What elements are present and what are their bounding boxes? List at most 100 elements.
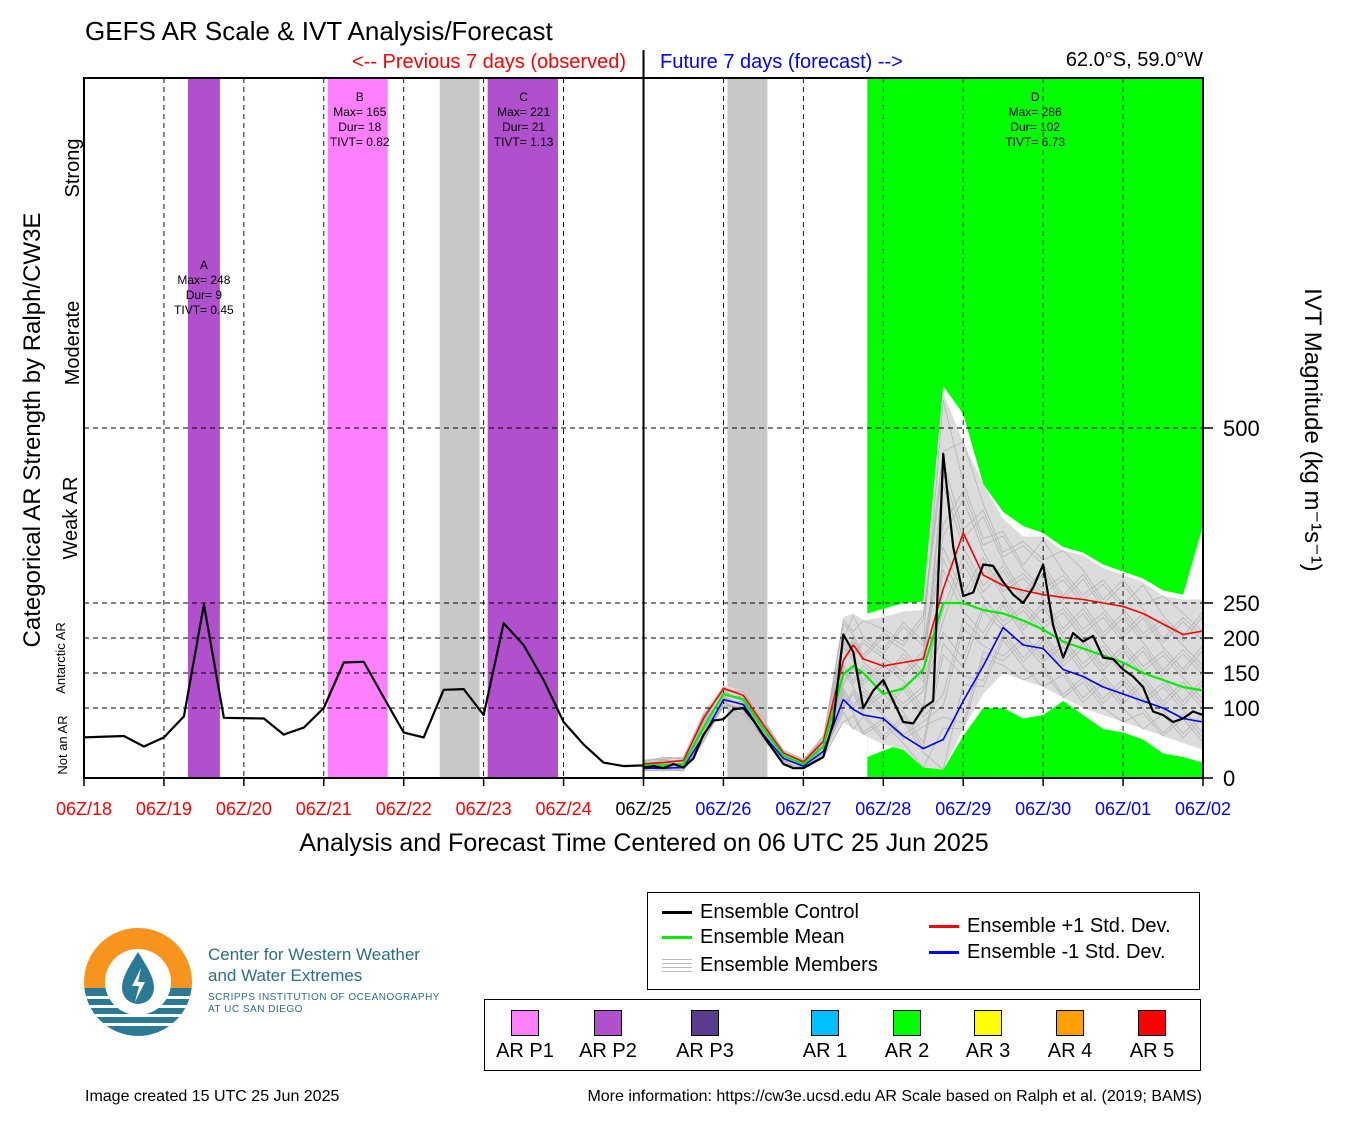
ensemble-member-line	[643, 462, 1204, 762]
category-label: AR 4	[1047, 1040, 1093, 1062]
legend-minus-std-line	[929, 951, 959, 954]
legend-plus-std: Ensemble +1 Std. Dev.	[929, 915, 1171, 938]
y-tick-label: 500	[1223, 416, 1260, 441]
ensemble-member-line	[643, 498, 1204, 764]
event-annotation-text: B	[356, 90, 364, 104]
y-tick-label: 200	[1223, 626, 1260, 651]
category-antarctic-ar: Antarctic AR	[53, 622, 68, 694]
legend-minus-std-label: Ensemble -1 Std. Dev.	[967, 941, 1166, 963]
legend-mean: Ensemble Mean	[662, 926, 845, 949]
event-annotation-text: D	[1031, 90, 1040, 104]
event-annotation-text: Dur= 102	[1010, 120, 1060, 134]
series-lines	[83, 452, 1204, 770]
event-annotation-text: Dur= 9	[186, 288, 223, 302]
event-annotation-text: C	[519, 90, 528, 104]
event-annotation-text: Dur= 21	[502, 120, 545, 134]
ensemble-member-line	[643, 627, 1204, 770]
category-label: AR P1	[496, 1040, 554, 1062]
event-annotation-text: TIVT= 6.73	[1005, 135, 1065, 149]
member-spread-fill	[643, 393, 1203, 771]
category-label: AR 2	[884, 1040, 930, 1062]
category-not-an-ar: Not an AR	[55, 715, 70, 774]
legend-control-line	[662, 911, 692, 914]
event-annotation-text: Max= 221	[497, 105, 550, 119]
event-annotation-text: A	[200, 258, 208, 272]
y-right-axis-label: IVT Magnitude (kg m⁻¹s⁻¹)	[1299, 288, 1326, 572]
category-label: AR 3	[965, 1040, 1011, 1062]
series-legend: Ensemble Control Ensemble Mean Ensemble …	[647, 892, 1200, 990]
category-swatch	[893, 1010, 921, 1036]
x-tick-label: 06Z/20	[216, 799, 272, 819]
category-ar-p1: AR P1	[485, 1010, 565, 1063]
category-label: AR 5	[1129, 1040, 1175, 1062]
x-tick-label: 06Z/30	[1015, 799, 1071, 819]
axes: 06Z/18 06Z/19 06Z/20 06Z/21 06Z/22 06Z/23 06Z/…	[56, 50, 1260, 819]
x-tick-label: 06Z/18	[56, 799, 112, 819]
legend-plus-std-label: Ensemble +1 Std. Dev.	[967, 915, 1171, 937]
future-days-label: Future 7 days (forecast) -->	[660, 51, 903, 73]
category-swatch	[974, 1010, 1002, 1036]
cw3e-logo: Center for Western Weather and Water Ext…	[84, 926, 484, 1046]
logo-line-2: and Water Extremes	[208, 966, 363, 985]
observed-line	[83, 603, 644, 768]
category-ar-2: AR 2	[867, 1010, 947, 1063]
y-tick-label: 150	[1223, 661, 1260, 686]
legend-mean-label: Ensemble Mean	[700, 926, 845, 948]
x-tick-label: 06Z/01	[1095, 799, 1151, 819]
legend-members-label: Ensemble Members	[700, 954, 878, 976]
event-annotation-text: Max= 286	[1009, 105, 1062, 119]
category-ar-p3: AR P3	[665, 1010, 745, 1063]
category-ar-p2: AR P2	[568, 1010, 648, 1063]
x-tick-label: 06Z/02	[1175, 799, 1231, 819]
logo-subtitle: SCRIPPS INSTITUTION OF OCEANOGRAPHY AT U…	[208, 992, 440, 1016]
x-axis-title: Analysis and Forecast Time Centered on 0…	[299, 829, 988, 857]
event-annotation-text: Max= 248	[177, 273, 230, 287]
ensemble-member-line	[643, 441, 1204, 761]
event-annotation-text: TIVT= 0.82	[330, 135, 390, 149]
ensemble-member-line	[643, 563, 1204, 766]
ensemble-member-line	[643, 604, 1204, 768]
footer-created: Image created 15 UTC 25 Jun 2025	[85, 1088, 340, 1105]
category-legend: AR P1 AR P2 AR P3 AR 1 AR 2 AR 3 AR 4 AR…	[484, 999, 1201, 1071]
legend-minus-std: Ensemble -1 Std. Dev.	[929, 941, 1166, 964]
category-swatch	[1056, 1010, 1084, 1036]
category-ar-5: AR 5	[1112, 1010, 1192, 1063]
legend-members-lines	[662, 958, 692, 973]
category-swatch	[811, 1010, 839, 1036]
y-left-axis-label: Categorical AR Strength by Ralph/CW3E	[19, 213, 46, 648]
x-tick-label: 06Z/26	[695, 799, 751, 819]
y-tick-label: 100	[1223, 696, 1260, 721]
category-ar-3: AR 3	[948, 1010, 1028, 1063]
legend-members: Ensemble Members	[662, 954, 878, 977]
legend-plus-std-line	[929, 925, 959, 928]
logo-line-3: SCRIPPS INSTITUTION OF OCEANOGRAPHY	[208, 992, 440, 1003]
ensemble-member-line	[643, 546, 1204, 765]
footer-info: More information: https://cw3e.ucsd.edu …	[587, 1088, 1202, 1105]
chart-title: GEFS AR Scale & IVT Analysis/Forecast	[85, 16, 553, 46]
category-weak-ar: Weak AR	[60, 477, 82, 560]
x-tick-label: 06Z/29	[935, 799, 991, 819]
category-swatch	[1138, 1010, 1166, 1036]
category-ar-4: AR 4	[1030, 1010, 1110, 1063]
legend-control: Ensemble Control	[662, 901, 859, 924]
category-swatch	[691, 1010, 719, 1036]
event-annotation-text: Dur= 18	[338, 120, 381, 134]
x-tick-label: 06Z/19	[136, 799, 192, 819]
x-tick-label: 06Z/27	[775, 799, 831, 819]
ensemble-control-line	[643, 452, 1204, 770]
event-annotation-text: Max= 165	[333, 105, 386, 119]
event-annotation-text: TIVT= 1.13	[494, 135, 554, 149]
category-ar-1: AR 1	[785, 1010, 865, 1063]
logo-line-1: Center for Western Weather	[208, 945, 420, 964]
y-tick-label: 0	[1223, 766, 1235, 791]
x-tick-label: 06Z/22	[376, 799, 432, 819]
x-tick-label: 06Z/23	[456, 799, 512, 819]
location-label: 62.0°S, 59.0°W	[1066, 49, 1203, 71]
x-tick-label: 06Z/28	[855, 799, 911, 819]
y-tick-label: 250	[1223, 591, 1260, 616]
event-annotation-text: TIVT= 0.45	[174, 303, 234, 317]
category-strong: Strong	[62, 139, 84, 198]
x-tick-label: 06Z/21	[296, 799, 352, 819]
